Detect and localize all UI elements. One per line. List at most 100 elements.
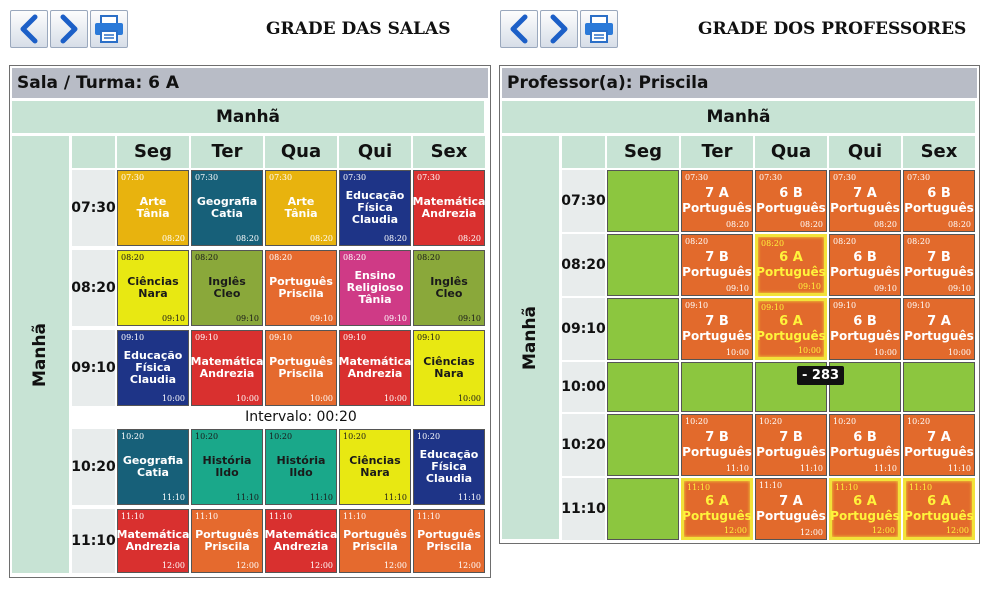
- start-time: 10:20: [195, 432, 219, 441]
- lesson-subject: Ciências Nara: [127, 275, 179, 300]
- free-slot[interactable]: [903, 362, 975, 412]
- lesson-cell[interactable]: 08:20 6 B Português 09:10: [829, 234, 901, 296]
- end-time: 11:10: [873, 464, 897, 473]
- lesson-cell[interactable]: 09:10 Educação Física Claudia 10:00: [117, 330, 189, 406]
- end-time: 11:10: [309, 493, 333, 502]
- lesson-subject: 6 A Português: [682, 481, 752, 537]
- free-slot[interactable]: [607, 414, 679, 476]
- lesson-cell[interactable]: 11:10 Matemática Andrezia 12:00: [117, 509, 189, 573]
- lesson-cell[interactable]: 07:30 Arte Tânia 08:20: [117, 170, 189, 246]
- lesson-subject: História Ildo: [202, 454, 252, 479]
- lesson-cell[interactable]: 09:10 Matemática Andrezia 10:00: [191, 330, 263, 406]
- lesson-cell[interactable]: 09:10 7 A Português 10:00: [903, 298, 975, 360]
- lesson-cell[interactable]: 09:10 6 A Português 10:00: [755, 298, 827, 360]
- lesson-cell[interactable]: 08:20 Inglês Cleo 09:10: [413, 250, 485, 326]
- lesson-cell[interactable]: 07:30 Educação Física Claudia 08:20: [339, 170, 411, 246]
- end-time: 09:10: [309, 314, 333, 323]
- lesson-subject: Matemática Andrezia: [412, 195, 486, 220]
- end-time: 08:20: [309, 234, 333, 243]
- start-time: 11:10: [121, 512, 145, 521]
- class-name: 7 B: [927, 250, 951, 265]
- lesson-cell[interactable]: 08:20 Inglês Cleo 09:10: [191, 250, 263, 326]
- lesson-cell[interactable]: 07:30 6 B Português 08:20: [755, 170, 827, 232]
- lesson-cell[interactable]: 11:10 Português Priscila 12:00: [191, 509, 263, 573]
- lesson-cell[interactable]: 11:10 Português Priscila 12:00: [339, 509, 411, 573]
- class-name: 6 A: [927, 494, 951, 509]
- start-time: 11:10: [417, 512, 441, 521]
- lesson-subject: Educação Física Claudia: [345, 189, 405, 226]
- free-slot[interactable]: [681, 362, 753, 412]
- next-button[interactable]: [50, 10, 88, 48]
- day-header-0: Seg: [117, 136, 189, 168]
- lesson-cell[interactable]: 07:30 7 A Português 08:20: [681, 170, 753, 232]
- lesson-cell[interactable]: 11:10 6 A Português 12:00: [681, 478, 753, 540]
- end-time: 12:00: [235, 561, 259, 570]
- lesson-cell[interactable]: 08:20 Ciências Nara 09:10: [117, 250, 189, 326]
- end-time: 09:10: [457, 314, 481, 323]
- time-label: 10:20: [561, 414, 606, 476]
- lesson-cell[interactable]: 09:10 Português Priscila 10:00: [265, 330, 337, 406]
- free-slot[interactable]: [607, 298, 679, 360]
- lesson-cell[interactable]: 10:20 7 B Português 11:10: [681, 414, 753, 476]
- lesson-cell[interactable]: 07:30 7 A Português 08:20: [829, 170, 901, 232]
- lesson-cell[interactable]: 08:20 7 B Português 09:10: [903, 234, 975, 296]
- prev-button[interactable]: [10, 10, 48, 48]
- class-name: 6 B: [927, 186, 951, 201]
- lesson-subject: 6 B Português: [830, 299, 900, 359]
- subject-name: Português: [682, 509, 752, 523]
- free-slot[interactable]: [607, 362, 679, 412]
- lesson-cell[interactable]: 09:10 7 B Português 10:00: [681, 298, 753, 360]
- start-time: 09:10: [417, 333, 441, 342]
- interval-label: Intervalo: 00:20: [245, 409, 357, 425]
- lesson-cell[interactable]: 11:10 Português Priscila 12:00: [413, 509, 485, 573]
- lesson-cell[interactable]: 11:10 Matemática Andrezia 12:00: [265, 509, 337, 573]
- next-button[interactable]: [540, 10, 578, 48]
- lesson-subject: 6 B Português: [830, 235, 900, 295]
- free-slot[interactable]: [607, 478, 679, 540]
- lesson-cell[interactable]: 10:20 Geografia Catia 11:10: [117, 429, 189, 505]
- lesson-cell[interactable]: 09:10 Matemática Andrezia 10:00: [339, 330, 411, 406]
- lesson-cell[interactable]: 07:30 Arte Tânia 08:20: [265, 170, 337, 246]
- lesson-cell[interactable]: 10:20 História Ildo 11:10: [191, 429, 263, 505]
- subject-name: Português: [682, 445, 752, 459]
- lesson-cell[interactable]: 10:20 6 B Português 11:10: [829, 414, 901, 476]
- lesson-cell[interactable]: 08:20 7 B Português 09:10: [681, 234, 753, 296]
- end-time: 12:00: [309, 561, 333, 570]
- start-time: 10:20: [833, 417, 857, 426]
- lesson-subject: 6 A Português: [904, 481, 974, 537]
- lesson-cell[interactable]: 11:10 7 A Português 12:00: [755, 478, 827, 540]
- lesson-cell[interactable]: 11:10 6 A Português 12:00: [903, 478, 975, 540]
- lesson-cell[interactable]: 09:10 Ciências Nara 10:00: [413, 330, 485, 406]
- start-time: 08:20: [195, 253, 219, 262]
- print-button[interactable]: [90, 10, 128, 48]
- time-label: 11:10: [71, 509, 116, 573]
- free-slot[interactable]: [607, 170, 679, 232]
- lesson-subject: História Ildo: [276, 454, 326, 479]
- prev-button[interactable]: [500, 10, 538, 48]
- lesson-cell[interactable]: 09:10 6 B Português 10:00: [829, 298, 901, 360]
- lesson-subject: Português Priscila: [195, 528, 259, 553]
- print-button[interactable]: [580, 10, 618, 48]
- day-header-0: Seg: [607, 136, 679, 168]
- lesson-cell[interactable]: 07:30 6 B Português 08:20: [903, 170, 975, 232]
- end-time: 11:10: [383, 493, 407, 502]
- lesson-cell[interactable]: 08:20 6 A Português 09:10: [755, 234, 827, 296]
- start-time: 07:30: [685, 173, 709, 182]
- lesson-cell[interactable]: 10:20 História Ildo 11:10: [265, 429, 337, 505]
- day-header-3: Qui: [339, 136, 411, 168]
- lesson-cell[interactable]: 08:20 Ensino Religioso Tânia 09:10: [339, 250, 411, 326]
- lesson-cell[interactable]: 11:10 6 A Português 12:00: [829, 478, 901, 540]
- end-time: 12:00: [945, 526, 969, 535]
- lesson-cell[interactable]: 10:20 7 A Português 11:10: [903, 414, 975, 476]
- lesson-cell[interactable]: 10:20 7 B Português 11:10: [755, 414, 827, 476]
- toolbar-salas: [10, 10, 130, 50]
- side-period-label: Manhã: [502, 136, 559, 539]
- class-name: 7 B: [705, 250, 729, 265]
- lesson-cell[interactable]: 10:20 Ciências Nara 11:10: [339, 429, 411, 505]
- free-slot[interactable]: [607, 234, 679, 296]
- lesson-cell[interactable]: 07:30 Matemática Andrezia 08:20: [413, 170, 485, 246]
- lesson-cell[interactable]: 10:20 Educação Física Claudia 11:10: [413, 429, 485, 505]
- time-label: 09:10: [561, 298, 606, 360]
- lesson-cell[interactable]: 07:30 Geografia Catia 08:20: [191, 170, 263, 246]
- lesson-cell[interactable]: 08:20 Português Priscila 09:10: [265, 250, 337, 326]
